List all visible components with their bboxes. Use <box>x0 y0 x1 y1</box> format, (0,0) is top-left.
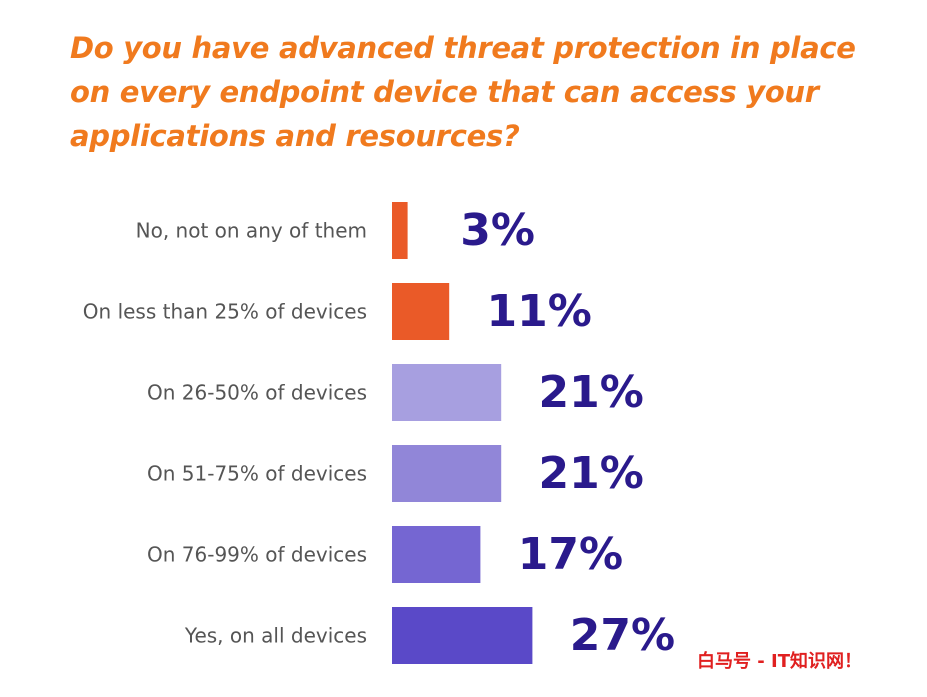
bar-6 <box>392 607 533 664</box>
category-label: On 76-99% of devices <box>147 543 367 567</box>
bar-3 <box>392 364 502 421</box>
category-label: Yes, on all devices <box>184 624 367 648</box>
chart-title: Do you have advanced threat protection i… <box>70 31 856 153</box>
value-label: 17% <box>518 529 623 580</box>
category-label: On less than 25% of devices <box>83 300 367 324</box>
value-label: 3% <box>460 205 535 256</box>
category-label: On 26-50% of devices <box>147 381 367 405</box>
bar-1 <box>392 202 408 259</box>
watermark-text: 白马号 - IT知识网！ <box>697 651 862 672</box>
value-label: 11% <box>487 286 592 337</box>
category-label: No, not on any of them <box>136 219 367 243</box>
category-label: On 51-75% of devices <box>147 462 367 486</box>
bar-5 <box>392 526 481 583</box>
value-label: 21% <box>539 367 644 418</box>
bar-2 <box>392 283 450 340</box>
value-label: 27% <box>570 610 675 661</box>
bar-4 <box>392 445 502 502</box>
value-label: 21% <box>539 448 644 499</box>
